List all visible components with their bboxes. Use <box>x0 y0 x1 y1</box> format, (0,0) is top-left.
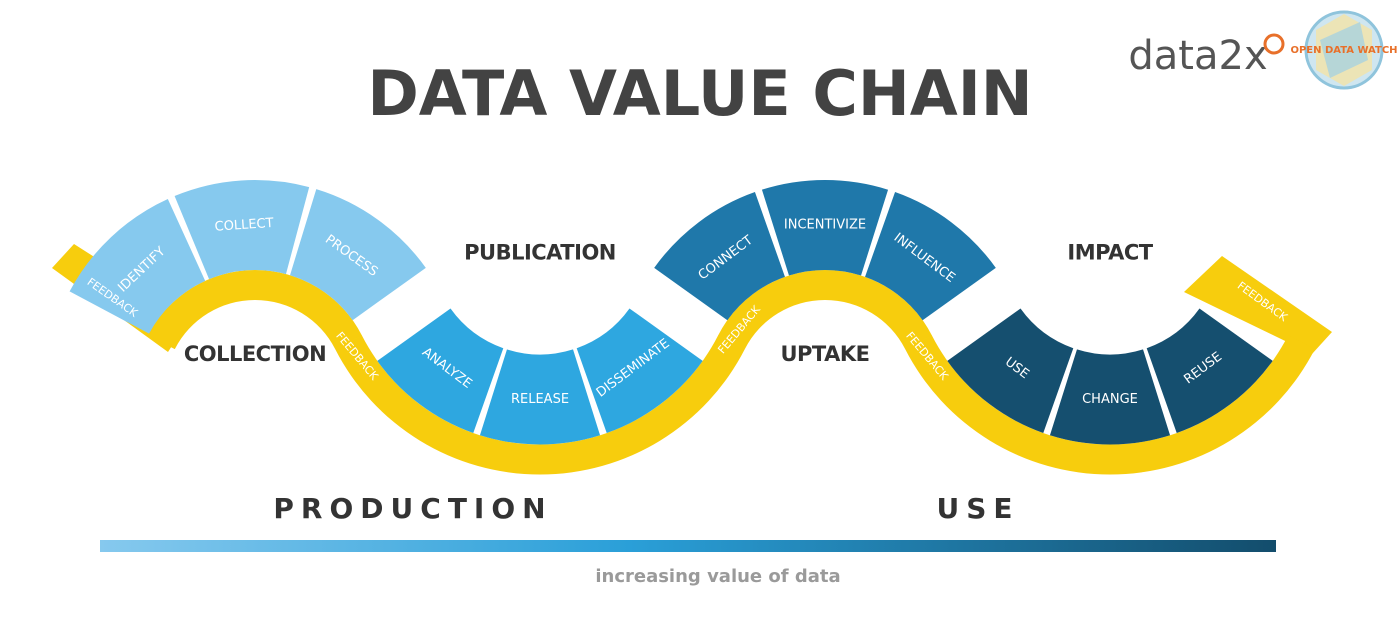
step-segment <box>654 192 785 321</box>
feedback-band <box>718 270 932 350</box>
odw-logo-text: OPEN DATA WATCH <box>1290 45 1397 56</box>
stage-label: PUBLICATION <box>464 241 616 265</box>
stage-label: IMPACT <box>1067 241 1153 265</box>
caption: increasing value of data <box>595 566 840 587</box>
step-label: CHANGE <box>1082 392 1138 407</box>
stage-label: COLLECTION <box>184 342 326 366</box>
stage-label: UPTAKE <box>780 342 869 366</box>
feedback-flap <box>1184 256 1332 354</box>
step-segment <box>479 349 601 445</box>
step-segment <box>174 180 310 280</box>
step-segment <box>576 308 703 434</box>
phase-label: PRODUCTION <box>273 492 552 525</box>
step-label: COLLECT <box>214 216 274 235</box>
step-segment <box>865 192 996 321</box>
logo-decoration <box>1320 22 1368 78</box>
step-segment <box>290 189 426 321</box>
step-segment <box>947 308 1074 434</box>
step-segment <box>377 308 504 434</box>
phase-label: USE <box>936 492 1019 525</box>
feedback-band <box>148 270 362 350</box>
step-segment <box>1049 349 1171 445</box>
step-segment <box>69 198 206 334</box>
value-gradient-bar <box>100 540 1276 552</box>
step-label: INCENTIVIZE <box>784 218 866 233</box>
logo-decoration <box>1263 33 1285 55</box>
feedback-band <box>335 335 745 475</box>
step-segment <box>1146 308 1273 434</box>
title: DATA VALUE CHAIN <box>367 57 1032 130</box>
step-label: RELEASE <box>511 392 569 407</box>
feedback-band <box>905 335 1315 475</box>
step-segment <box>761 180 889 276</box>
data2x-logo: data2x <box>1128 33 1267 79</box>
